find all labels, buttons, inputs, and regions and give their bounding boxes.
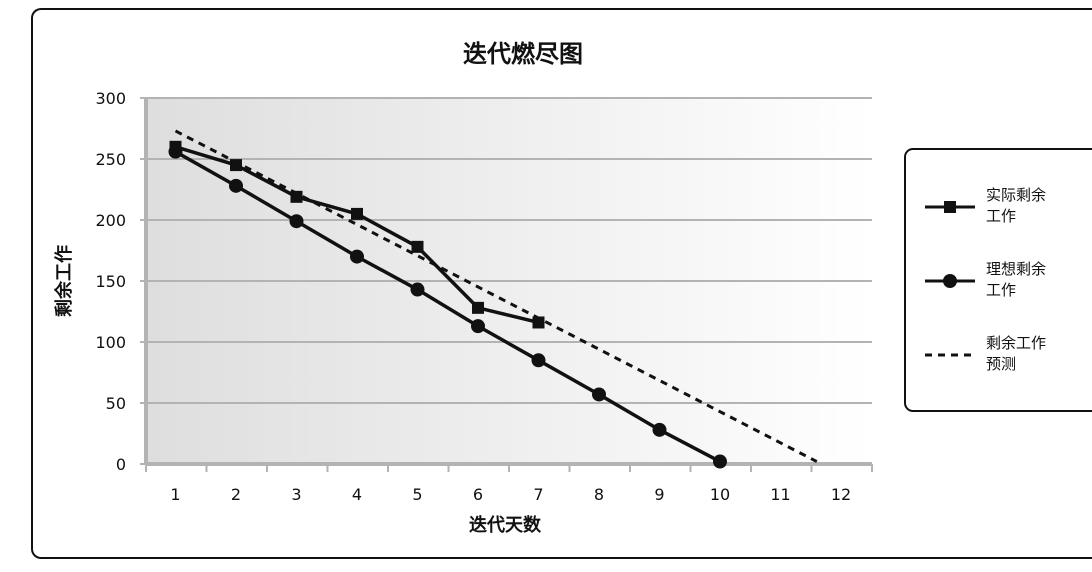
actual-series-marker <box>411 240 424 253</box>
x-tick-label: 9 <box>654 485 664 504</box>
x-tick-label: 4 <box>352 485 362 504</box>
ideal-series-marker <box>471 319 485 334</box>
ideal-series <box>168 144 727 469</box>
x-tick-label: 10 <box>710 485 730 504</box>
legend-ideal-label-line: 理想剩余 <box>986 260 1046 278</box>
actual-series-marker <box>532 316 545 329</box>
x-tick-label: 7 <box>533 485 543 504</box>
legend-ideal-label: 理想剩余工作 <box>986 260 1046 299</box>
legend-box <box>904 148 1092 412</box>
legend-forecast-label-line: 预测 <box>986 355 1016 373</box>
y-tick-label: 150 <box>95 272 126 291</box>
y-tick-label: 50 <box>106 394 126 413</box>
x-axis-title: 迭代天数 <box>469 514 542 536</box>
legend-ideal-label-line: 工作 <box>986 281 1016 299</box>
chart-title: 迭代燃尽图 <box>463 40 583 68</box>
x-tick-label: 3 <box>291 485 301 504</box>
legend-actual-label-line: 工作 <box>986 207 1016 225</box>
legend-forecast-label: 剩余工作预测 <box>986 334 1046 373</box>
ideal-series-marker <box>531 353 546 368</box>
actual-series-marker <box>351 207 363 220</box>
actual-series <box>169 140 545 329</box>
axes <box>140 97 873 472</box>
actual-series-marker <box>290 190 303 203</box>
y-tick-label: 250 <box>95 150 126 169</box>
actual-series-marker <box>230 159 242 172</box>
forecast-series <box>174 129 818 463</box>
y-tick-label: 100 <box>95 333 126 352</box>
x-tick-label: 8 <box>594 485 604 504</box>
ideal-series-marker <box>592 387 606 402</box>
x-tick-label: 6 <box>473 485 483 504</box>
ideal-series-marker <box>652 422 667 437</box>
x-tick-label: 11 <box>770 485 790 504</box>
legend-actual: 实际剩余工作 <box>925 186 1046 225</box>
x-tick-label: 2 <box>231 485 241 504</box>
ideal-series-marker <box>229 178 243 193</box>
legend-forecast: 剩余工作预测 <box>925 334 1046 373</box>
x-tick-label: 5 <box>412 485 422 504</box>
y-tick-label: 0 <box>116 455 126 474</box>
legend-ideal: 理想剩余工作 <box>925 260 1046 299</box>
forecast-series-line <box>174 129 818 463</box>
legend-actual-label: 实际剩余工作 <box>986 186 1046 225</box>
ideal-series-line <box>174 150 721 464</box>
ideal-series-marker <box>410 282 425 297</box>
legend-ideal-swatch-marker <box>943 274 957 288</box>
ideal-series-marker <box>289 214 304 229</box>
legend-actual-swatch-marker <box>944 201 956 213</box>
legend-actual-label-line: 实际剩余 <box>986 186 1046 204</box>
legend-forecast-label-line: 剩余工作 <box>986 334 1046 352</box>
y-tick-label: 200 <box>95 211 126 230</box>
series-layer <box>168 129 818 469</box>
ideal-series-marker <box>350 249 364 264</box>
actual-series-marker <box>472 301 484 314</box>
y-axis-title: 剩余工作 <box>53 245 75 317</box>
y-tick-label: 300 <box>95 89 126 108</box>
x-tick-label: 1 <box>170 485 180 504</box>
ideal-series-marker <box>713 454 727 469</box>
actual-series-marker <box>169 140 182 153</box>
x-tick-label: 12 <box>831 485 851 504</box>
